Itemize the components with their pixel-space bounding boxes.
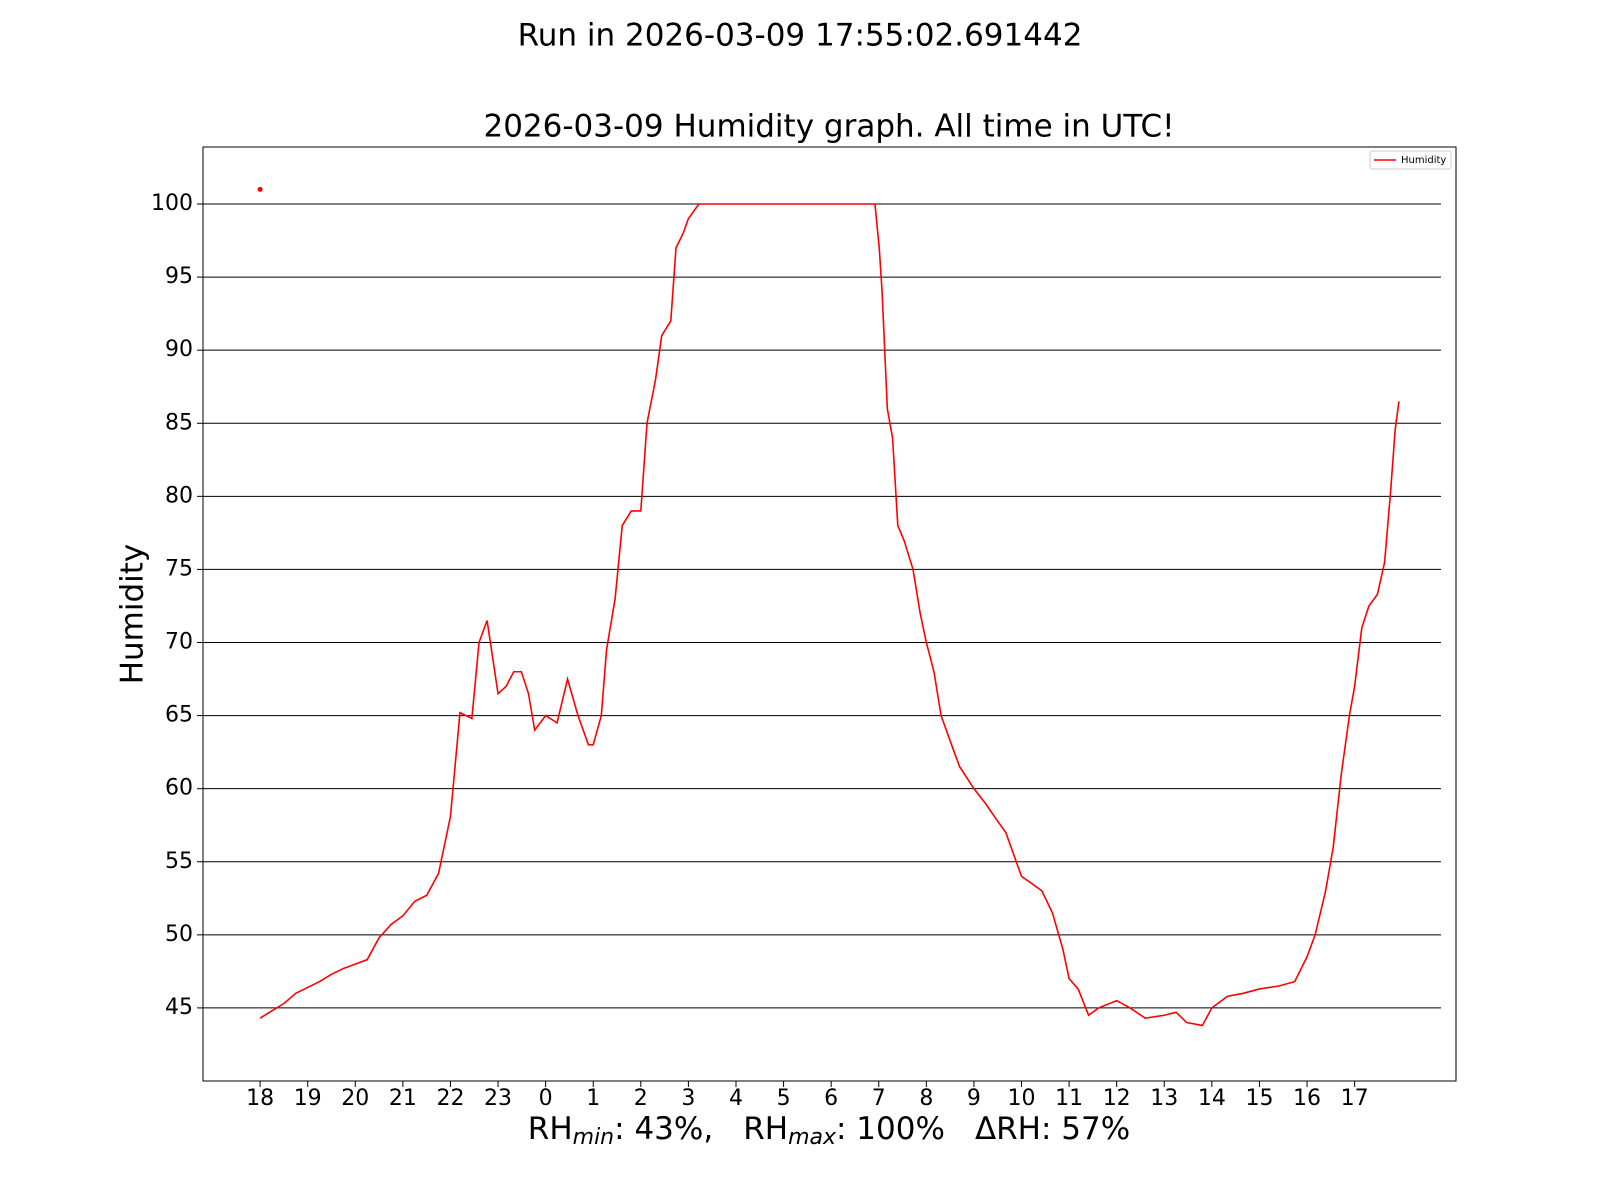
axes-frame [202,146,1457,1082]
x-tick-label: 21 [389,1086,417,1111]
y-tick-label: 80 [165,483,193,508]
legend-label: Humidity [1401,155,1446,166]
legend-box [1369,150,1452,170]
x-tick-label: 12 [1103,1086,1131,1111]
label-subscript: max [788,1125,837,1150]
y-tick-label: 90 [165,337,193,362]
x-tick-label: 13 [1150,1086,1178,1111]
label-part: RH [743,1111,788,1147]
y-tick-label: 100 [151,191,193,216]
y-tick-label: 75 [165,556,193,581]
label-subscript: min [573,1125,615,1150]
x-tick-label: 6 [824,1086,838,1111]
x-tick-label: 18 [246,1086,274,1111]
x-tick-label: 3 [681,1086,695,1111]
data-point [257,186,263,192]
x-tick-label: 8 [919,1086,933,1111]
x-tick-label: 4 [729,1086,743,1111]
suptitle: Run in 2026-03-09 17:55:02.691442 [518,18,1083,54]
x-tick-label: 1 [586,1086,600,1111]
label-part: ΔRH: 57% [975,1111,1130,1147]
y-tick-label: 45 [165,995,193,1020]
label-part: : 43%, [614,1111,713,1147]
x-tick-label: 7 [872,1086,886,1111]
x-tick-label: 10 [1008,1086,1036,1111]
y-tick-label: 95 [165,264,193,289]
y-tick-label: 85 [165,410,193,435]
x-tick-label: 5 [777,1086,791,1111]
y-tick-label: 55 [165,849,193,874]
x-tick-label: 23 [484,1086,512,1111]
x-tick-label: 16 [1293,1086,1321,1111]
x-tick-label: 15 [1245,1086,1273,1111]
y-tick-label: 65 [165,703,193,728]
label-part: RH [528,1111,573,1147]
chart-title: 2026-03-09 Humidity graph. All time in U… [483,109,1174,145]
x-tick-label: 20 [341,1086,369,1111]
x-tick-label: 17 [1341,1086,1369,1111]
x-axis-label: RHmin: 43%, RHmax: 100% ΔRH: 57% [528,1111,1130,1151]
x-tick-label: 14 [1198,1086,1226,1111]
y-tick-label: 60 [165,776,193,801]
x-tick-label: 19 [294,1086,322,1111]
label-part: : 100% [836,1111,945,1147]
x-tick-label: 11 [1055,1086,1083,1111]
y-tick-label: 70 [165,630,193,655]
x-tick-label: 22 [436,1086,464,1111]
y-tick-label: 50 [165,922,193,947]
line [259,203,1400,1027]
x-tick-label: 9 [967,1086,981,1111]
x-tick-label: 2 [634,1086,648,1111]
x-tick-label: 0 [539,1086,553,1111]
y-axis-label: Humidity [115,544,151,685]
